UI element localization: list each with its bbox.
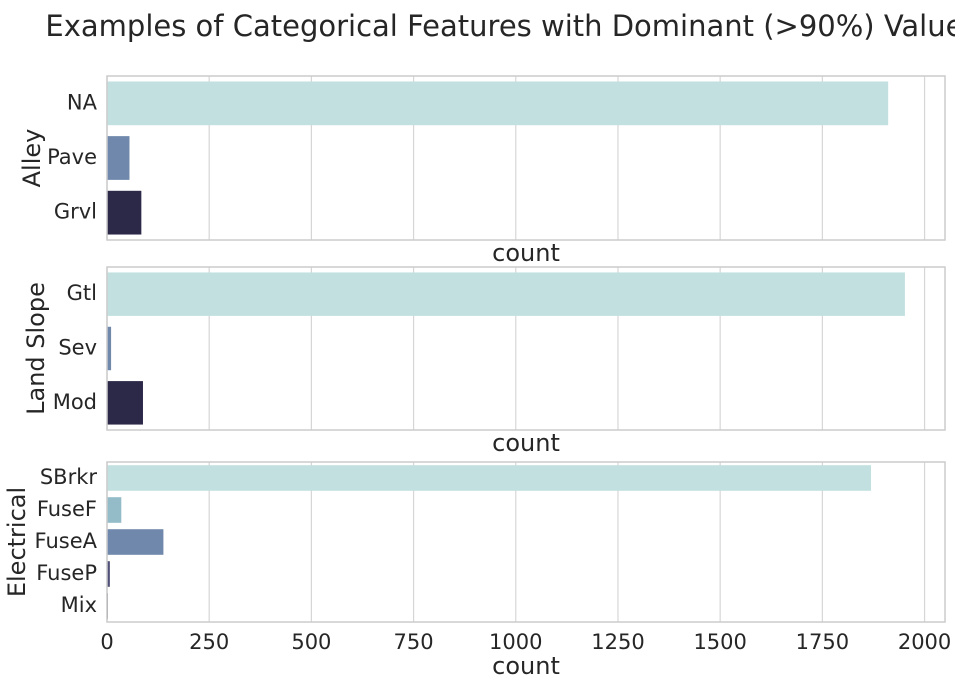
- y-tick-label: Gtl: [67, 281, 97, 305]
- y-axis-title: Electrical: [3, 487, 31, 597]
- y-tick-label: FuseP: [36, 561, 97, 585]
- bar-na: [107, 81, 889, 126]
- subplot-land-slope: Gtl Sev Mod count Land Slope: [22, 266, 946, 457]
- x-tick-label: 1500: [693, 630, 746, 654]
- y-tick-label: Mix: [61, 593, 97, 617]
- bar-fusef: [107, 497, 122, 523]
- y-tick-label: Pave: [47, 145, 97, 169]
- y-axis-title: Land Slope: [22, 282, 50, 415]
- x-tick-label: 1000: [489, 630, 542, 654]
- x-tick-label: 750: [394, 630, 434, 654]
- bar-fusep: [107, 561, 110, 587]
- y-tick-label: FuseA: [35, 529, 98, 553]
- bar-sbrkr: [107, 465, 872, 491]
- y-tick-label: Grvl: [54, 200, 97, 224]
- y-tick-label: Sev: [58, 336, 97, 360]
- bar-grvl: [107, 190, 142, 235]
- x-axis-title: count: [492, 652, 560, 680]
- chart-title: Examples of Categorical Features with Do…: [45, 9, 955, 43]
- chart-panels: NA Pave Grvl count Alley Gtl Sev Mod count Land S…: [3, 75, 951, 680]
- bar-sev: [107, 326, 112, 371]
- x-tick-label: 500: [291, 630, 331, 654]
- subplot-alley: NA Pave Grvl count Alley: [18, 75, 946, 267]
- bar-mod: [107, 381, 143, 425]
- bar-fusea: [107, 529, 164, 555]
- x-tick-label: 250: [189, 630, 229, 654]
- y-tick-label: FuseF: [37, 497, 97, 521]
- x-tick-label: 1250: [591, 630, 644, 654]
- y-axis-title: Alley: [18, 129, 46, 188]
- x-axis-title: count: [492, 239, 560, 267]
- y-tick-label: Mod: [53, 390, 97, 414]
- x-axis-title: count: [492, 429, 560, 457]
- x-tick-label: 1750: [796, 630, 849, 654]
- plot-frame: [106, 75, 946, 241]
- y-tick-label: NA: [67, 90, 98, 114]
- plot-frame: [106, 266, 946, 431]
- plot-frame: [106, 461, 946, 623]
- x-tick-label: 2000: [898, 630, 951, 654]
- bar-gtl: [107, 272, 905, 316]
- x-tick-label: 0: [100, 630, 113, 654]
- bar-pave: [107, 136, 130, 180]
- y-tick-label: SBrkr: [40, 465, 98, 489]
